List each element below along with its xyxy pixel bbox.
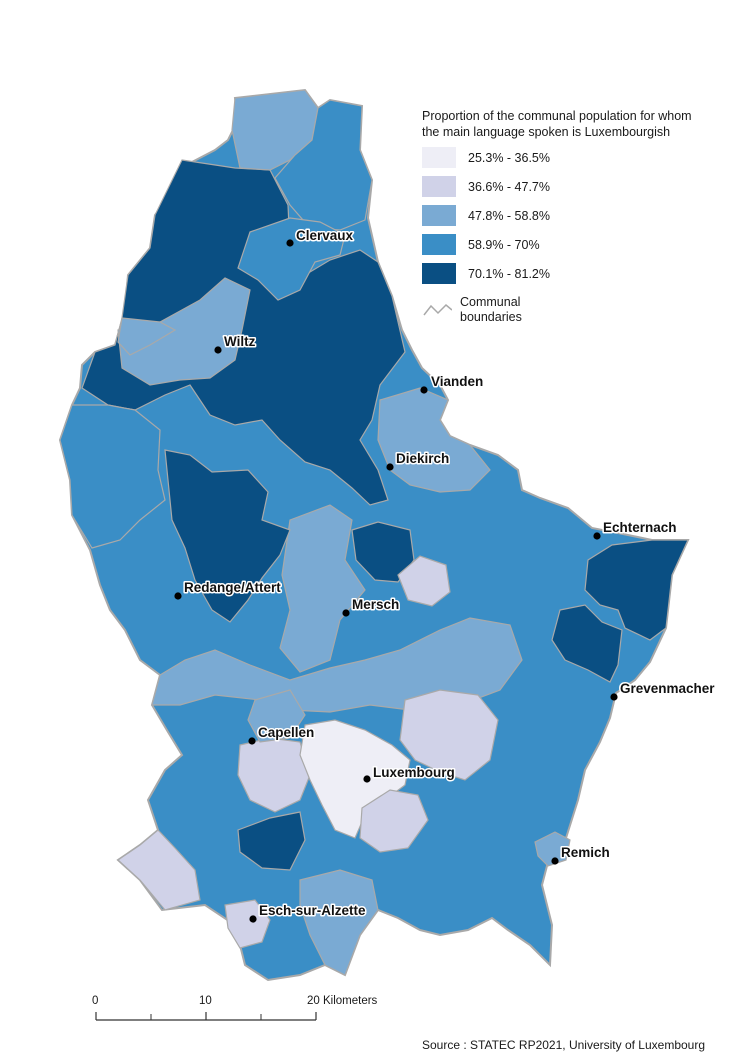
city-marker: Grevenmacher <box>610 680 717 701</box>
legend-swatch <box>422 234 456 255</box>
region-class-3-wiltz <box>117 277 251 386</box>
scale-bar: 0 10 20 Kilometers <box>92 995 378 1021</box>
city-dot-icon <box>248 737 256 745</box>
city-marker: Redange/Attert <box>174 579 283 600</box>
legend-swatch <box>422 147 456 168</box>
region-class-4-clervaux <box>237 217 346 301</box>
legend-item: 36.6% - 47.7% <box>422 175 722 198</box>
source-note: Source : STATEC RP2021, University of Lu… <box>422 1038 706 1052</box>
city-dot-icon <box>286 239 294 247</box>
legend-boundary-line1: Communal <box>460 295 521 309</box>
city-marker: Wiltz <box>214 333 257 354</box>
region-class-3-center <box>279 504 366 673</box>
legend-boundary-label: Communal boundaries <box>460 295 522 325</box>
region-class-5-echternach <box>584 539 689 641</box>
region-class-5 <box>81 159 406 506</box>
city-label: Capellen <box>258 725 314 740</box>
legend-item: 70.1% - 81.2% <box>422 262 722 285</box>
city-marker: Diekirch <box>386 450 451 471</box>
region-class-3-south <box>299 869 379 976</box>
legend-title: Proportion of the communal population fo… <box>422 108 722 140</box>
region-class-3-northwest <box>117 317 177 356</box>
region-class-3-southcenter <box>151 617 523 713</box>
legend-boundary-line2: boundaries <box>460 310 522 324</box>
city-markers: Clervaux Wiltz Vianden Diekirch Echternach Re… <box>174 227 717 923</box>
region-class-5-south <box>237 811 306 871</box>
region-class-5-redange <box>164 449 291 623</box>
region-class-2-southwest <box>117 829 201 911</box>
scale-tick-10: 10 <box>199 995 212 1007</box>
city-label: Luxembourg <box>373 765 455 780</box>
city-marker: Clervaux <box>286 227 355 247</box>
city-label: Vianden <box>431 374 483 389</box>
boundary-line-icon <box>423 303 452 316</box>
city-dot-icon <box>610 693 618 701</box>
city-label: Remich <box>561 845 610 860</box>
city-label: Echternach <box>603 520 677 535</box>
city-label: Esch-sur-Alzette <box>259 903 366 918</box>
city-marker: Remich <box>551 844 611 865</box>
city-dot-icon <box>420 386 428 394</box>
legend-item-label: 47.8% - 58.8% <box>468 208 550 223</box>
city-dot-icon <box>342 609 350 617</box>
city-marker: Vianden <box>420 373 485 394</box>
city-dot-icon <box>214 346 222 354</box>
city-label: Diekirch <box>396 451 449 466</box>
legend-item: 25.3% - 36.5% <box>422 146 722 169</box>
region-class-4-north <box>274 99 373 231</box>
city-label: Clervaux <box>296 228 354 243</box>
city-label: Redange/Attert <box>184 580 281 595</box>
legend-item: 47.8% - 58.8% <box>422 204 722 227</box>
region-class-2-center <box>397 555 451 607</box>
city-label: Wiltz <box>224 334 256 349</box>
city-dot-icon <box>593 532 601 540</box>
city-marker: Mersch <box>342 596 401 617</box>
city-dot-icon <box>386 463 394 471</box>
legend-title-line1: Proportion of the communal population fo… <box>422 109 692 123</box>
city-dot-icon <box>174 592 182 600</box>
legend-item-label: 58.9% - 70% <box>468 237 540 252</box>
region-class-4-west <box>59 404 166 549</box>
legend-item-label: 36.6% - 47.7% <box>468 179 550 194</box>
legend-item-label: 25.3% - 36.5% <box>468 150 550 165</box>
city-marker: Esch-sur-Alzette <box>249 902 368 923</box>
city-dot-icon <box>551 857 559 865</box>
legend-swatch <box>422 176 456 197</box>
scale-tick-20: 20 Kilometers <box>307 995 378 1007</box>
city-marker: Capellen <box>248 724 316 745</box>
legend-title-line2: the main language spoken is Luxembourgis… <box>422 125 671 139</box>
legend-item: 58.9% - 70% <box>422 233 722 256</box>
city-dot-icon <box>363 775 371 783</box>
legend-boundary-item: Communal boundaries <box>422 295 722 325</box>
legend: Proportion of the communal population fo… <box>422 108 722 325</box>
region-class-2-esch <box>224 899 271 949</box>
city-marker: Luxembourg <box>363 764 456 783</box>
city-marker: Echternach <box>593 519 678 540</box>
region-class-3-remich <box>534 831 571 867</box>
scale-tick-0: 0 <box>92 995 98 1007</box>
legend-swatch <box>422 263 456 284</box>
city-label: Mersch <box>352 597 399 612</box>
city-label: Grevenmacher <box>620 681 715 696</box>
legend-swatch <box>422 205 456 226</box>
legend-item-label: 70.1% - 81.2% <box>468 266 550 281</box>
region-class-5-grevenmacher <box>551 604 623 683</box>
region-class-3-capellen <box>247 689 306 743</box>
region-class-2-east <box>399 689 499 781</box>
region-class-2-sw <box>359 789 429 853</box>
city-dot-icon <box>249 915 257 923</box>
